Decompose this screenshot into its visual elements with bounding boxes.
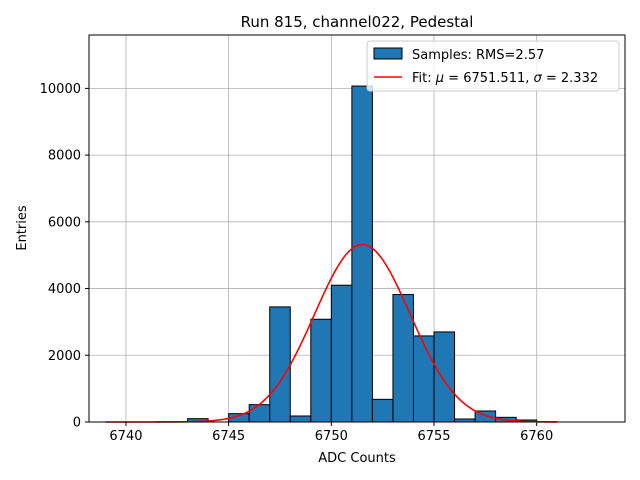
x-tick-label: 6745 <box>212 429 245 444</box>
histogram-bar <box>248 404 271 423</box>
histogram-bar <box>351 85 373 423</box>
x-axis-label: ADC Counts <box>318 451 396 466</box>
histogram-bar <box>330 284 353 423</box>
histogram-bar <box>289 415 312 423</box>
legend-box <box>366 40 620 92</box>
histogram-bar <box>433 331 456 423</box>
x-tick-label: 6740 <box>109 429 142 444</box>
y-tick-label: 2000 <box>48 349 81 364</box>
legend-fit-label: Fit: μ = 6751.511, σ = 2.332 <box>412 71 598 86</box>
legend-histogram-swatch <box>373 47 403 60</box>
y-tick-label: 8000 <box>48 149 81 164</box>
histogram-bar <box>269 306 291 423</box>
x-tick-label: 6755 <box>417 429 450 444</box>
chart-title: Run 815, channel022, Pedestal <box>241 13 474 31</box>
legend: Samples: RMS=2.57 Fit: μ = 6751.511, σ =… <box>366 40 620 92</box>
x-axis-ticks: 6740 6745 6750 6755 6760 <box>109 422 553 444</box>
histogram-bar <box>412 335 435 423</box>
y-tick-label: 0 <box>73 416 81 431</box>
y-axis-ticks: 0 2000 4000 6000 8000 10000 <box>40 82 89 431</box>
x-tick-label: 6750 <box>315 429 348 444</box>
x-tick-label: 6760 <box>520 429 553 444</box>
y-tick-label: 4000 <box>48 282 81 297</box>
y-axis-label: Entries <box>15 205 30 251</box>
histogram-bar <box>371 398 394 423</box>
legend-histogram-label: Samples: RMS=2.57 <box>412 48 544 63</box>
histogram-bar <box>310 318 332 423</box>
plot-frame <box>88 34 626 423</box>
y-tick-label: 10000 <box>40 82 81 97</box>
y-tick-label: 6000 <box>48 215 81 230</box>
